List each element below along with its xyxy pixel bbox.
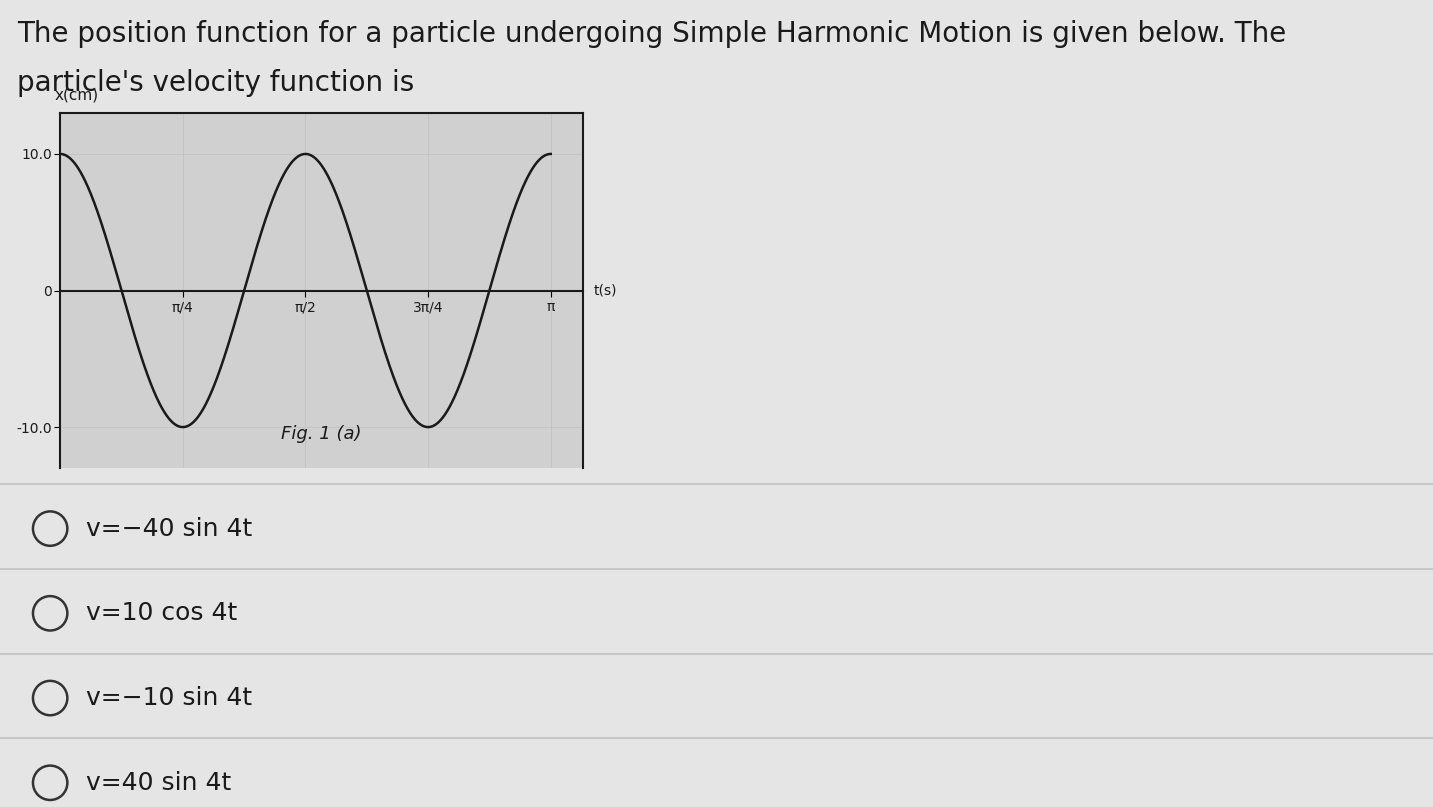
Text: t(s): t(s) [593, 283, 618, 298]
Text: v=−10 sin 4t: v=−10 sin 4t [86, 686, 252, 710]
Text: particle's velocity function is: particle's velocity function is [17, 69, 414, 97]
Text: v=10 cos 4t: v=10 cos 4t [86, 601, 238, 625]
Text: v=40 sin 4t: v=40 sin 4t [86, 771, 231, 795]
Text: The position function for a particle undergoing Simple Harmonic Motion is given : The position function for a particle und… [17, 20, 1287, 48]
Text: x(cm): x(cm) [54, 87, 99, 102]
Text: Fig. 1 (a): Fig. 1 (a) [281, 425, 363, 443]
Text: v=−40 sin 4t: v=−40 sin 4t [86, 516, 252, 541]
